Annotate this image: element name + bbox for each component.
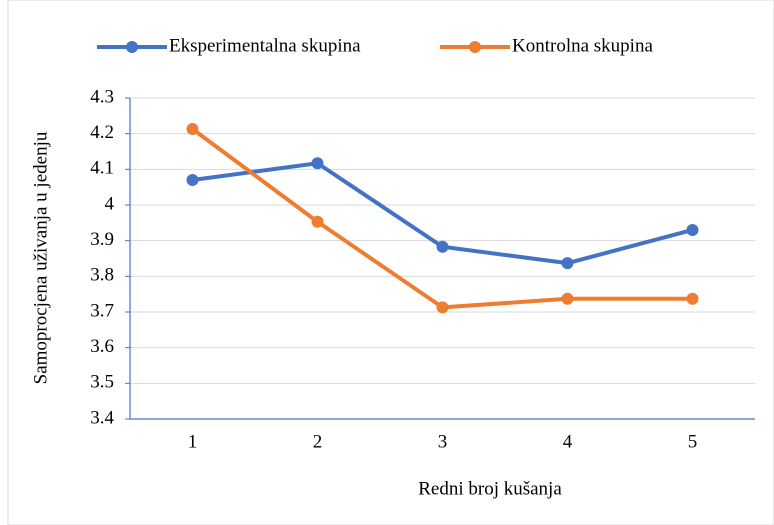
data-point — [561, 292, 574, 305]
data-point — [186, 123, 199, 136]
x-tick-label: 4 — [563, 431, 573, 452]
y-tick-label: 3.6 — [90, 336, 114, 357]
chart-frame — [7, 0, 774, 525]
y-axis-label: Samoprocjena uživanja u jedenju — [30, 131, 51, 384]
data-point — [561, 257, 574, 270]
y-tick-label: 4 — [105, 193, 115, 214]
data-point — [686, 292, 699, 305]
x-tick-label: 1 — [188, 431, 198, 452]
data-point — [686, 223, 699, 236]
legend-label: Eksperimentalna skupina — [169, 35, 361, 56]
x-tick-label: 3 — [438, 431, 448, 452]
data-point — [436, 301, 449, 314]
y-tick-label: 4.3 — [90, 86, 114, 107]
data-point — [436, 240, 449, 253]
legend-marker — [469, 41, 481, 53]
y-tick-label: 4.2 — [90, 122, 114, 143]
data-point — [311, 157, 324, 170]
legend-label: Kontrolna skupina — [512, 35, 653, 56]
y-tick-label: 3.8 — [90, 265, 114, 286]
y-tick-label: 3.7 — [90, 300, 114, 321]
x-tick-label: 5 — [688, 431, 698, 452]
y-tick-label: 3.4 — [90, 407, 114, 428]
data-point — [186, 174, 199, 187]
legend-marker — [126, 41, 138, 53]
x-tick-label: 2 — [313, 431, 323, 452]
y-tick-label: 4.1 — [90, 158, 114, 179]
x-axis-label: Redni broj kušanja — [418, 478, 562, 499]
y-tick-label: 3.9 — [90, 229, 114, 250]
y-tick-label: 3.5 — [90, 372, 114, 393]
data-point — [311, 215, 324, 228]
